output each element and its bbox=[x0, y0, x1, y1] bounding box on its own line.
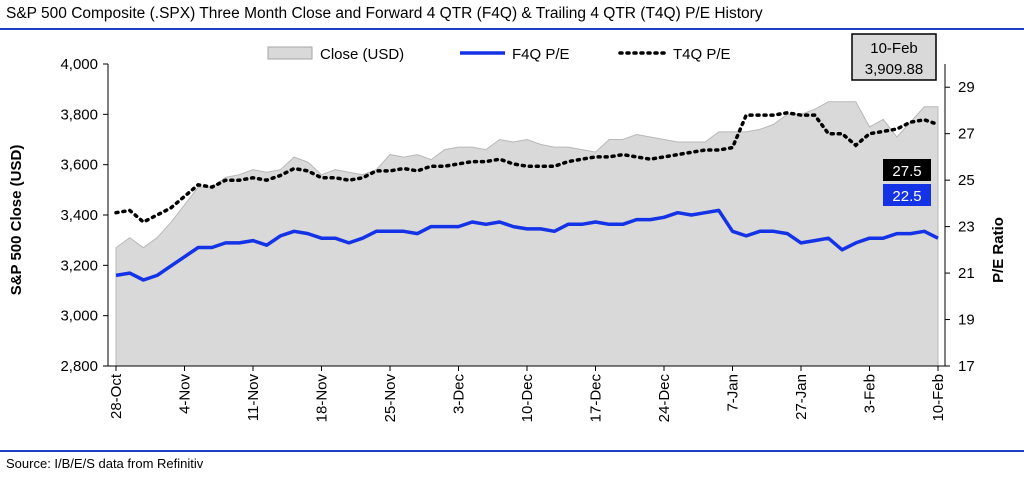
y2-tick-label: 25 bbox=[958, 172, 975, 189]
x-tick-label: 4-Nov bbox=[177, 374, 194, 415]
x-tick-label: 10-Dec bbox=[519, 374, 536, 423]
x-tick-label: 10-Feb bbox=[930, 374, 947, 422]
y2-tick-label: 29 bbox=[958, 79, 975, 96]
y-tick-label: 3,600 bbox=[60, 157, 98, 174]
x-tick-label: 17-Dec bbox=[588, 374, 605, 423]
f4q-last-callout: 22.5 bbox=[883, 184, 931, 206]
y2-axis-title: P/E Ratio bbox=[990, 217, 1007, 283]
y-tick-label: 3,200 bbox=[60, 257, 98, 274]
y-tick-label: 3,800 bbox=[60, 106, 98, 123]
x-tick-label: 11-Nov bbox=[245, 374, 262, 422]
footer-rule bbox=[0, 450, 1024, 452]
t4q-line-series bbox=[114, 111, 940, 225]
y-tick-label: 2,800 bbox=[60, 358, 98, 375]
y2-tick-label: 21 bbox=[958, 265, 975, 282]
y2-tick-label: 19 bbox=[958, 312, 975, 329]
y-tick-label: 3,400 bbox=[60, 207, 98, 224]
x-tick-label: 3-Dec bbox=[451, 374, 468, 415]
y2-tick-label: 17 bbox=[958, 358, 975, 375]
y2-tick-label: 23 bbox=[958, 219, 975, 236]
f4q-last-value: 22.5 bbox=[892, 188, 921, 205]
source-note: Source: I/B/E/S data from Refinitiv bbox=[6, 456, 204, 471]
t4q-last-callout: 27.5 bbox=[883, 159, 931, 181]
y-tick-label: 3,000 bbox=[60, 308, 98, 325]
y2-tick-label: 27 bbox=[958, 126, 975, 143]
legend: Close (USD) F4Q P/E T4Q P/E bbox=[267, 46, 731, 63]
header-rule bbox=[0, 28, 1024, 30]
x-tick-label: 18-Nov bbox=[314, 374, 331, 423]
x-tick-label: 28-Oct bbox=[108, 373, 125, 419]
legend-label-f4q: F4Q P/E bbox=[512, 46, 570, 63]
callout-close-value: 3,909.88 bbox=[865, 61, 923, 78]
x-tick-label: 25-Nov bbox=[382, 374, 399, 423]
y-axis-title: S&P 500 Close (USD) bbox=[8, 145, 25, 296]
callout-date: 10-Feb bbox=[870, 40, 918, 57]
f4q-line-series bbox=[115, 208, 939, 282]
legend-label-t4q: T4Q P/E bbox=[673, 46, 731, 63]
chart-title: S&P 500 Composite (.SPX) Three Month Clo… bbox=[6, 5, 763, 22]
x-tick-label: 3-Feb bbox=[862, 374, 879, 413]
close-area-series bbox=[115, 101, 939, 367]
last-close-callout: 10-Feb 3,909.88 bbox=[851, 33, 937, 81]
x-tick-label: 27-Jan bbox=[793, 374, 810, 420]
chart: 2,800 3,000 3,200 3,400 3,600 3,800 4,000 17 19… bbox=[8, 33, 1007, 423]
legend-swatch-close bbox=[267, 46, 313, 60]
legend-label-close: Close (USD) bbox=[320, 46, 404, 63]
x-tick-label: 7-Jan bbox=[725, 374, 742, 412]
t4q-last-value: 27.5 bbox=[892, 163, 921, 180]
y-tick-label: 4,000 bbox=[60, 56, 98, 73]
x-tick-label: 24-Dec bbox=[656, 374, 673, 423]
